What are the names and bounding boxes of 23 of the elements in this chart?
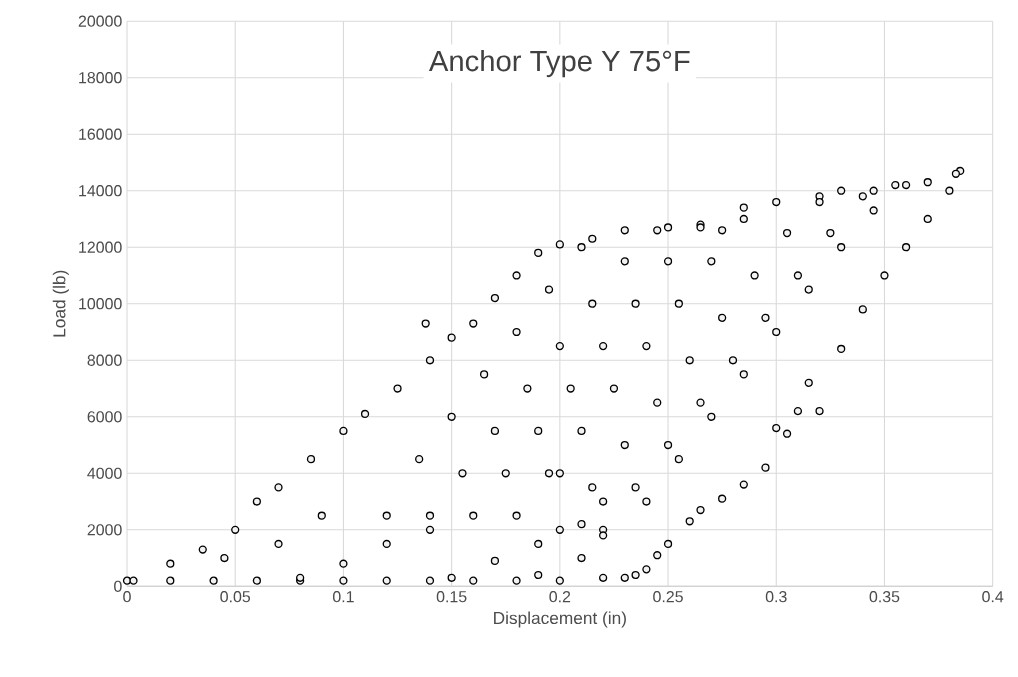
x-axis-title: Displacement (in)	[494, 611, 626, 628]
x-tick-label: 0	[123, 590, 131, 603]
x-tick-label: 0.35	[869, 590, 900, 603]
y-tick-label: 8000	[87, 354, 122, 366]
y-tick-label: 16000	[79, 128, 122, 140]
x-tick-label: 0.25	[653, 590, 683, 603]
y-tick-label: 18000	[79, 72, 122, 84]
x-tick-label: 0.4	[982, 590, 1004, 603]
y-tick-label: 12000	[79, 241, 122, 253]
y-tick-label: 6000	[87, 411, 122, 423]
x-tick-label: 0.05	[220, 590, 251, 603]
y-tick-label: 2000	[87, 524, 122, 536]
y-tick-label: 20000	[78, 15, 122, 27]
y-tick-label: 10000	[79, 298, 122, 310]
y-tick-label: 4000	[87, 467, 122, 479]
x-tick-label: 0.2	[549, 590, 571, 603]
text: Anchor Type Y 75°F	[428, 49, 690, 78]
y-tick-label: 14000	[79, 185, 122, 197]
x-tick-label: 0.15	[436, 590, 467, 603]
x-tick-label: 0.3	[765, 590, 787, 603]
y-axis-title: Load (lb)	[52, 270, 69, 337]
y-tick-label: 0	[114, 580, 122, 592]
x-tick-label: 0.1	[332, 590, 354, 603]
